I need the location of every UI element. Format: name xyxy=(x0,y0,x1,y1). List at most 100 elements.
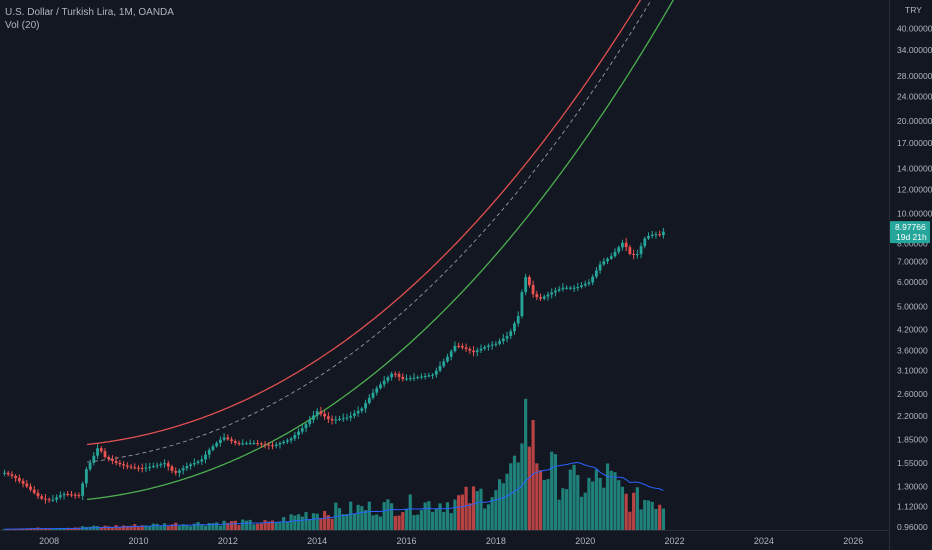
candle-body xyxy=(166,463,170,467)
candle-body xyxy=(624,242,628,248)
volume-bar xyxy=(483,508,487,530)
volume-bar xyxy=(646,500,651,530)
volume-bar xyxy=(576,475,580,530)
volume-bars xyxy=(2,398,665,530)
candle-body xyxy=(420,376,423,378)
volume-bar xyxy=(468,503,472,530)
volume-bar xyxy=(181,524,185,530)
volume-bar xyxy=(512,455,517,530)
candle-body xyxy=(546,294,550,297)
candle-body xyxy=(14,475,18,479)
volume-bar xyxy=(110,526,115,530)
candle-body xyxy=(47,499,51,501)
candle-body xyxy=(661,231,665,236)
candle-body xyxy=(401,376,405,380)
candle-body xyxy=(457,345,461,347)
price-tick-label: 12.00000 xyxy=(897,184,932,194)
volume-bar xyxy=(144,525,148,530)
upper-channel-line xyxy=(87,0,642,446)
candle-body xyxy=(602,261,606,265)
candle-body xyxy=(654,234,658,236)
volume-bar xyxy=(40,528,44,530)
candle-body xyxy=(591,276,595,283)
volume-bar xyxy=(233,520,237,530)
volume-bar xyxy=(572,464,576,530)
candle-body xyxy=(386,377,390,381)
candle-body xyxy=(580,285,583,288)
candle-body xyxy=(353,413,356,416)
price-tick-label: 10.00000 xyxy=(897,209,932,219)
candle-body xyxy=(345,417,349,419)
price-tick-label: 1.55000 xyxy=(897,458,928,468)
candle-body xyxy=(330,418,334,421)
candle-body xyxy=(40,496,44,499)
volume-bar xyxy=(99,526,103,530)
volume-bar xyxy=(568,469,572,530)
volume-bar xyxy=(416,514,420,530)
candle-body xyxy=(446,356,449,362)
candle-body xyxy=(137,467,140,469)
middle-channel-line xyxy=(87,0,652,463)
price-tick-label: 34.00000 xyxy=(897,45,932,55)
candle-body xyxy=(650,234,654,236)
volume-bar xyxy=(17,529,21,530)
volume-bar xyxy=(617,480,621,530)
price-tick-label: 4.20000 xyxy=(897,325,928,335)
candle-body xyxy=(449,351,453,357)
candle-body xyxy=(178,470,181,473)
candle-body xyxy=(267,444,271,446)
candle-body xyxy=(148,466,152,468)
time-tick-label: 2020 xyxy=(575,536,595,546)
candle-body xyxy=(107,457,111,459)
time-tick-label: 2010 xyxy=(128,536,148,546)
time-axis[interactable]: 2008 2010 2012 2014 2016 2018 2020 2022 2024 2026 xyxy=(39,536,863,546)
volume-bar xyxy=(270,520,275,530)
volume-bar xyxy=(632,492,636,530)
candle-body xyxy=(557,289,561,291)
candle-body xyxy=(204,454,207,460)
candle-body xyxy=(151,466,155,468)
volume-bar xyxy=(274,522,278,530)
price-axis[interactable]: 0.96000 1.12000 1.30000 1.55000 1.85000 2.200… xyxy=(897,23,932,532)
candle-body xyxy=(367,397,371,403)
candle-body xyxy=(326,416,330,419)
chart-legend: U.S. Dollar / Turkish Lira, 1M, OANDA Vo… xyxy=(5,6,174,32)
volume-bar xyxy=(352,513,357,530)
candle-body xyxy=(442,361,446,367)
candle-body xyxy=(3,472,6,474)
volume-bar xyxy=(54,528,59,530)
candle-body xyxy=(293,435,297,439)
volume-bar xyxy=(315,513,319,530)
volume-bar xyxy=(285,521,289,530)
volume-bar xyxy=(69,528,74,530)
volume-bar xyxy=(546,479,550,530)
candle-body xyxy=(423,376,427,378)
price-tick-label: 6.00000 xyxy=(897,277,928,287)
candle-body xyxy=(211,446,215,450)
candle-body xyxy=(613,251,617,257)
volume-bar xyxy=(445,502,450,530)
lower-channel-line xyxy=(87,0,675,501)
candle-body xyxy=(140,467,144,469)
volume-bar xyxy=(211,523,215,530)
candle-body xyxy=(32,489,36,493)
candle-body xyxy=(539,297,542,299)
volume-bar xyxy=(121,525,126,530)
candle-body xyxy=(527,277,531,286)
volume-bar xyxy=(337,508,342,530)
volume-bar xyxy=(140,525,144,530)
candle-body xyxy=(226,437,230,440)
candle-body xyxy=(245,443,248,445)
volume-bar xyxy=(319,517,323,530)
candle-body xyxy=(542,296,546,299)
candle-body xyxy=(25,483,29,487)
volume-bar xyxy=(43,528,48,530)
volume-bar xyxy=(136,526,141,530)
volume-bar xyxy=(449,513,453,530)
candle-body xyxy=(218,439,222,443)
price-tick-label: 3.10000 xyxy=(897,365,928,375)
volume-bar xyxy=(594,469,598,530)
volume-bar xyxy=(289,514,293,530)
candle-body xyxy=(252,442,256,444)
